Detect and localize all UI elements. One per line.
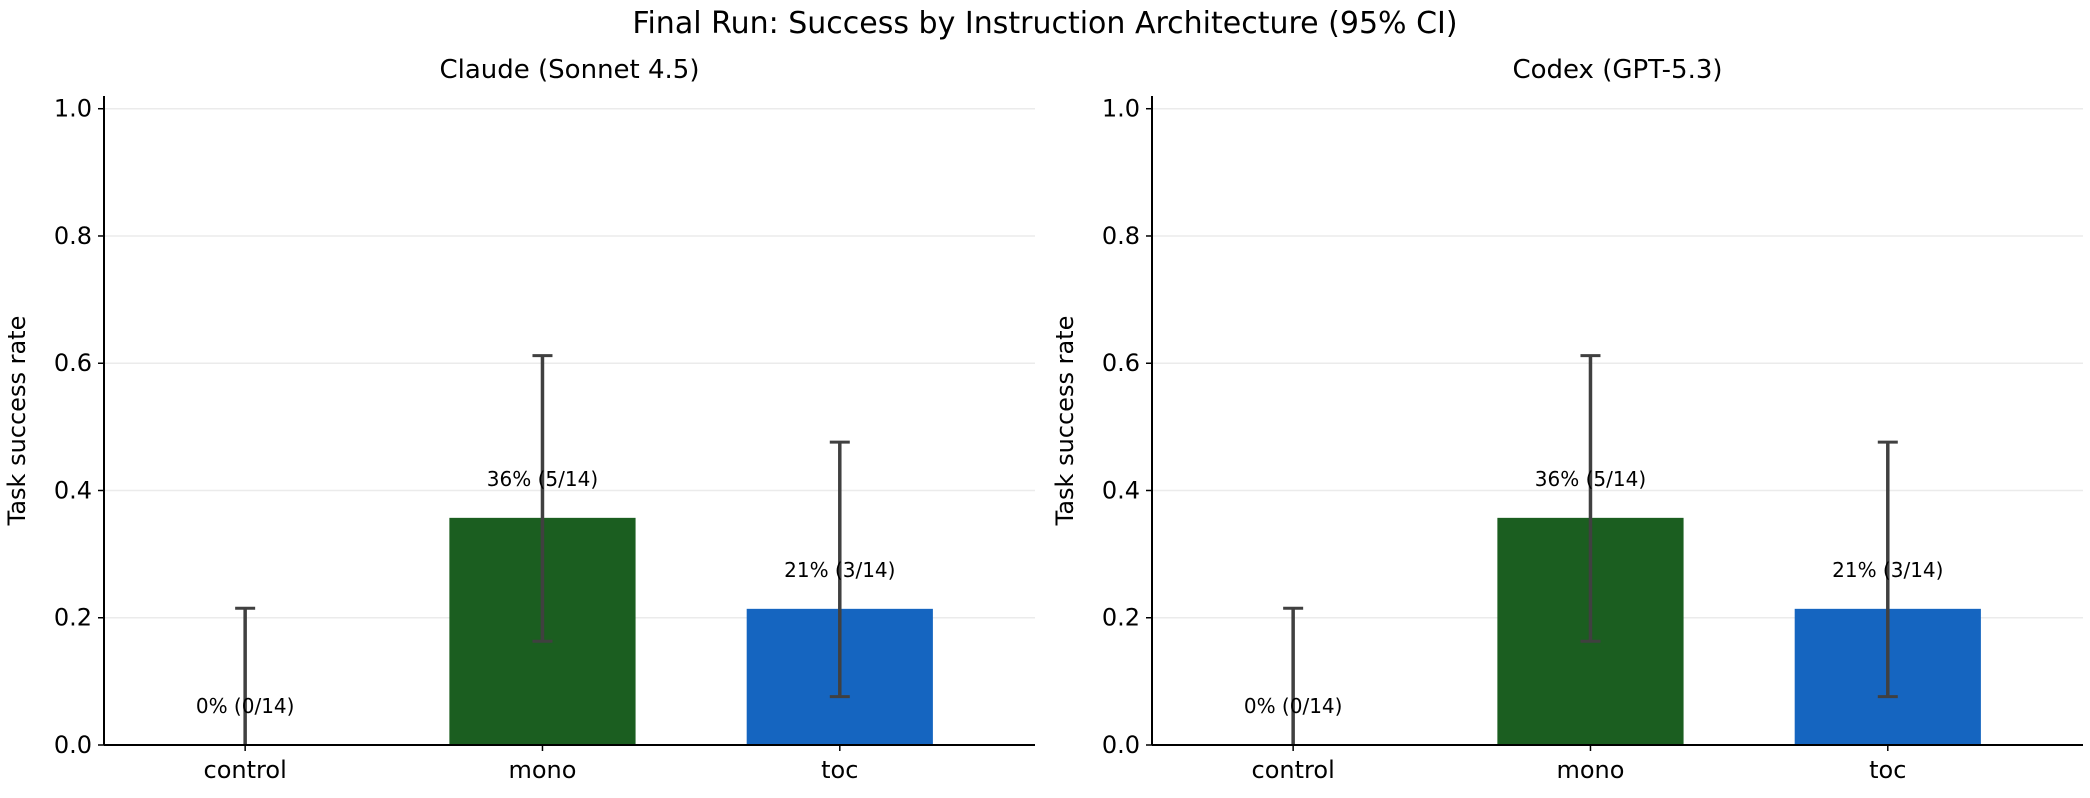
y-tick-label: 0.4 — [54, 476, 92, 504]
x-tick-label: control — [204, 756, 287, 784]
y-axis-label: Task success rate — [1051, 316, 1079, 527]
x-tick-label: toc — [1869, 756, 1906, 784]
y-tick-label: 0.4 — [1102, 476, 1140, 504]
x-tick-label: toc — [821, 756, 858, 784]
data-label: 36% (5/14) — [1535, 467, 1646, 491]
x-tick-label: mono — [508, 756, 576, 784]
data-label: 0% (0/14) — [196, 694, 295, 718]
data-label: 0% (0/14) — [1244, 694, 1343, 718]
data-label: 21% (3/14) — [1832, 558, 1943, 582]
x-tick-label: mono — [1556, 756, 1624, 784]
data-label: 21% (3/14) — [784, 558, 895, 582]
panel-title: Claude (Sonnet 4.5) — [439, 55, 699, 85]
panel-title: Codex (GPT-5.3) — [1512, 55, 1722, 85]
y-axis-label: Task success rate — [3, 316, 31, 527]
y-tick-label: 0.0 — [54, 731, 92, 759]
figure-title: Final Run: Success by Instruction Archit… — [632, 6, 1457, 41]
y-tick-label: 1.0 — [1102, 95, 1140, 123]
y-tick-label: 0.8 — [54, 222, 92, 250]
y-tick-label: 0.8 — [1102, 222, 1140, 250]
y-tick-label: 0.0 — [1102, 731, 1140, 759]
data-label: 36% (5/14) — [487, 467, 598, 491]
y-tick-label: 0.2 — [1102, 604, 1140, 632]
y-tick-label: 1.0 — [54, 95, 92, 123]
x-tick-label: control — [1252, 756, 1335, 784]
y-tick-label: 0.6 — [54, 349, 92, 377]
y-tick-label: 0.2 — [54, 604, 92, 632]
y-tick-label: 0.6 — [1102, 349, 1140, 377]
